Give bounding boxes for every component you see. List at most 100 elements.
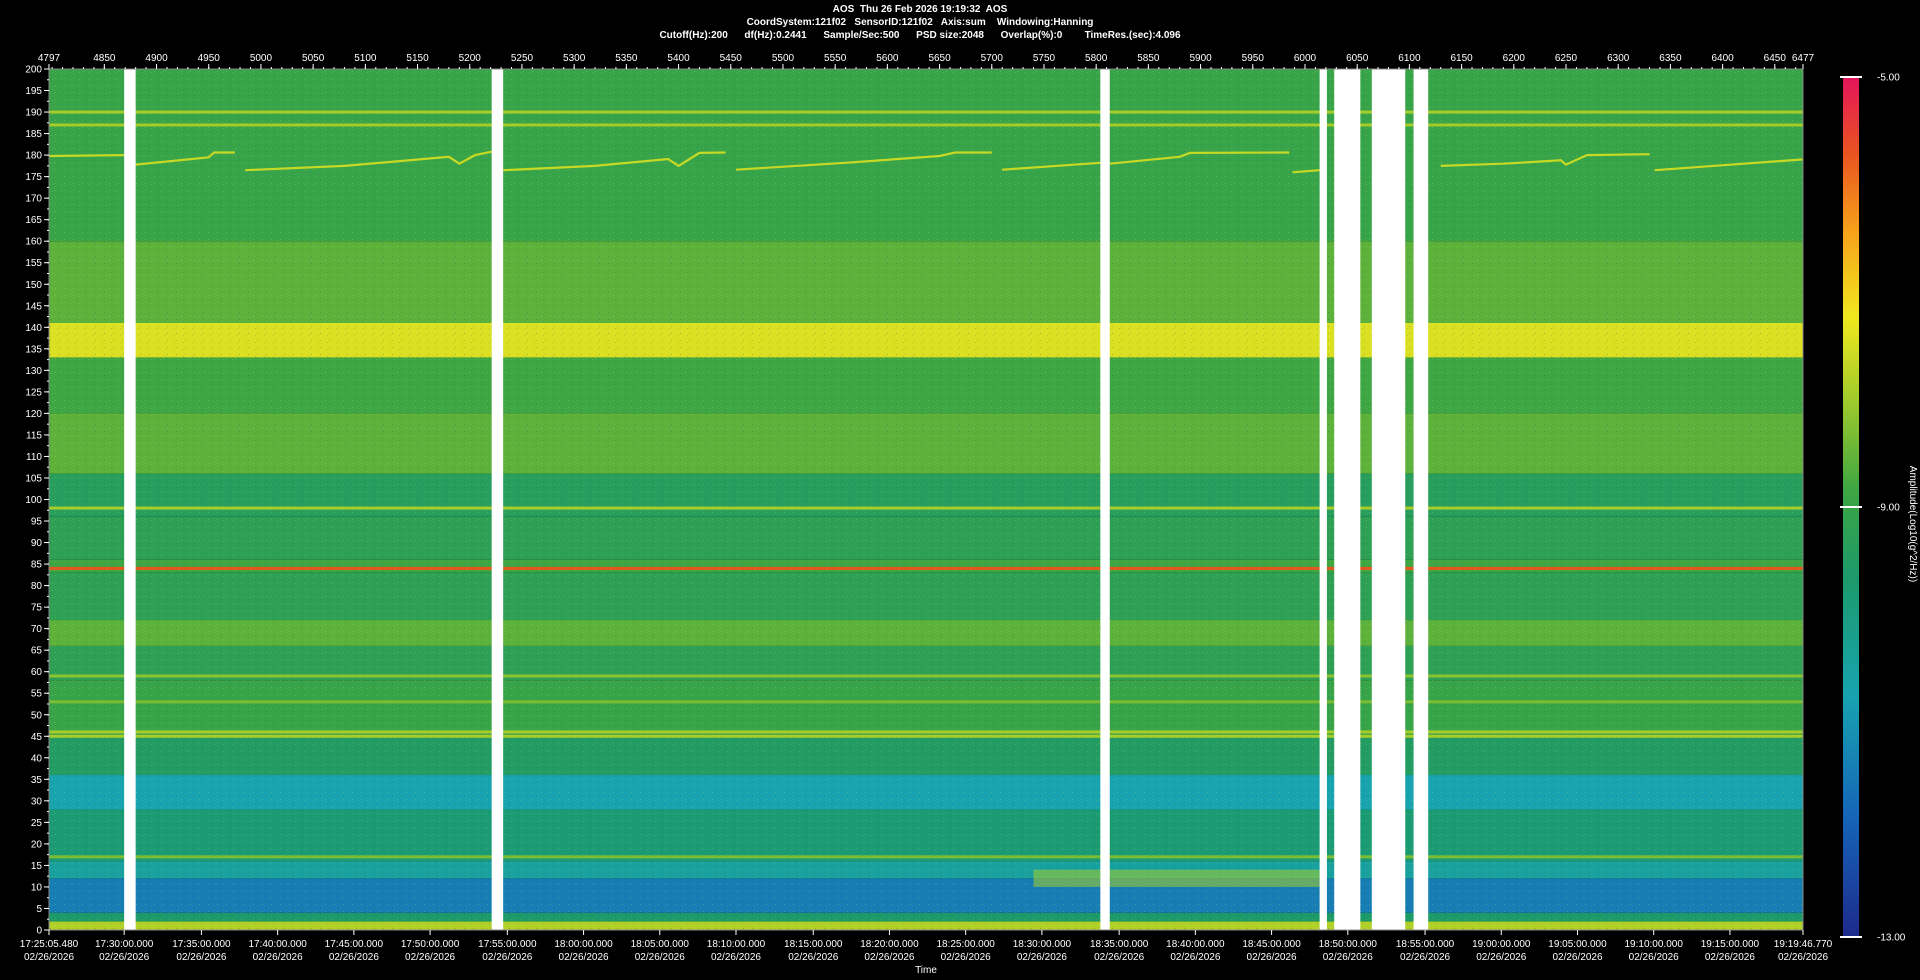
y-tick-label: 80 xyxy=(31,581,43,592)
segment-tick-label: 4950 xyxy=(198,53,221,64)
time-tick-date: 02/26/2026 xyxy=(405,952,455,963)
time-tick-label: 19:10:00.000 xyxy=(1625,939,1684,950)
time-tick-label: 18:55:00.000 xyxy=(1396,939,1455,950)
time-tick-label: 18:45:00.000 xyxy=(1242,939,1301,950)
segment-tick-label: 6350 xyxy=(1659,53,1682,64)
time-tick-label: 18:00:00.000 xyxy=(554,939,613,950)
time-tick-label: 17:55:00.000 xyxy=(478,939,537,950)
time-tick-label: 18:25:00.000 xyxy=(936,939,995,950)
segment-tick-label: 5950 xyxy=(1242,53,1265,64)
segment-tick-label: 6150 xyxy=(1450,53,1473,64)
time-tick-date: 02/26/2026 xyxy=(635,952,685,963)
segment-tick-label: 5550 xyxy=(824,53,847,64)
tone-line xyxy=(49,110,1803,114)
segment-tick-label: 5900 xyxy=(1189,53,1212,64)
time-tick-date: 02/26/2026 xyxy=(1247,952,1297,963)
segment-tick-label: 6000 xyxy=(1294,53,1317,64)
y-tick-label: 95 xyxy=(31,517,43,528)
time-tick-label: 18:15:00.000 xyxy=(784,939,843,950)
time-tick-date: 02/26/2026 xyxy=(864,952,914,963)
time-tick-date: 02/26/2026 xyxy=(559,952,609,963)
time-tick-date: 02/26/2026 xyxy=(788,952,838,963)
y-tick-label: 30 xyxy=(31,796,43,807)
drifting-tone-segment xyxy=(48,154,125,158)
time-tick-label: 18:05:00.000 xyxy=(631,939,690,950)
time-tick-date: 02/26/2026 xyxy=(253,952,303,963)
y-tick-label: 10 xyxy=(31,882,43,893)
y-tick-label: 175 xyxy=(25,172,42,183)
drifting-tone-segment xyxy=(1440,153,1650,167)
data-gap xyxy=(1371,69,1406,930)
time-tick-label: 17:45:00.000 xyxy=(325,939,384,950)
y-tick-label: 135 xyxy=(25,344,42,355)
segment-tick-label: 6050 xyxy=(1346,53,1369,64)
time-tick-date: 02/26/2026 xyxy=(1705,952,1755,963)
colorbar-tick-label: -9.00 xyxy=(1877,503,1900,514)
segment-tick-label: 4797 xyxy=(38,53,61,64)
segment-tick-label: 6100 xyxy=(1398,53,1421,64)
y-tick-label: 35 xyxy=(31,775,43,786)
time-tick-date: 02/26/2026 xyxy=(1476,952,1526,963)
segment-tick-label: 5250 xyxy=(511,53,534,64)
segment-tick-label: 6250 xyxy=(1555,53,1578,64)
time-tick-label: 18:10:00.000 xyxy=(707,939,766,950)
colorbar: -5.00 -9.00 -13.00 Amplitude(Log10(g^2/Hz)) xyxy=(1840,73,1918,944)
y-tick-label: 145 xyxy=(25,301,42,312)
segment-tick-label: 6400 xyxy=(1711,53,1734,64)
low-frequency-hump xyxy=(1033,869,1320,887)
y-tick-label: 200 xyxy=(25,65,42,76)
y-tick-label: 70 xyxy=(31,624,43,635)
y-tick-label: 25 xyxy=(31,818,43,829)
y-tick-label: 170 xyxy=(25,194,42,205)
time-tick-label: 17:35:00.000 xyxy=(172,939,231,950)
y-tick-label: 180 xyxy=(25,151,42,162)
segment-tick-label: 6450 xyxy=(1764,53,1787,64)
y-tick-label: 105 xyxy=(25,473,42,484)
time-tick-date: 02/26/2026 xyxy=(24,952,74,963)
segment-tick-label: 5650 xyxy=(928,53,951,64)
y-tick-label: 60 xyxy=(31,667,43,678)
time-tick-label: 18:20:00.000 xyxy=(860,939,919,950)
tone-line xyxy=(49,730,1803,734)
time-tick-date: 02/26/2026 xyxy=(1400,952,1450,963)
segment-tick-label: 5050 xyxy=(302,53,325,64)
y-tick-label: 45 xyxy=(31,732,43,743)
time-tick-label: 17:25:05.480 xyxy=(20,939,79,950)
time-tick-date: 02/26/2026 xyxy=(1778,952,1828,963)
segment-tick-label: 5450 xyxy=(720,53,743,64)
y-tick-label: 40 xyxy=(31,753,43,764)
y-tick-label: 120 xyxy=(25,409,42,420)
header-line-1: AOS Thu 26 Feb 2026 19:19:32 AOS xyxy=(832,4,1008,15)
data-gaps xyxy=(124,69,1429,930)
spectrogram-tones xyxy=(49,110,1803,859)
time-tick-label: 18:30:00.000 xyxy=(1013,939,1072,950)
drifting-tone-segment xyxy=(1109,151,1290,165)
time-tick-label: 19:19:46.770 xyxy=(1774,939,1833,950)
tone-line xyxy=(49,506,1803,510)
time-tick-date: 02/26/2026 xyxy=(1552,952,1602,963)
drifting-tone-segment xyxy=(503,151,726,172)
data-gap xyxy=(491,69,504,930)
segment-tick-label: 5850 xyxy=(1137,53,1160,64)
data-gap xyxy=(124,69,136,930)
tone-line xyxy=(49,566,1803,570)
time-tick-label: 18:40:00.000 xyxy=(1166,939,1225,950)
tone-line xyxy=(49,700,1803,704)
tone-line xyxy=(49,855,1803,859)
segment-tick-label: 5750 xyxy=(1033,53,1056,64)
segment-tick-label: 5200 xyxy=(459,53,482,64)
y-tick-label: 195 xyxy=(25,86,42,97)
y-tick-label: 75 xyxy=(31,603,43,614)
header-line-3: Cutoff(Hz):200 df(Hz):0.2441 Sample/Sec:… xyxy=(659,30,1181,41)
time-tick-label: 18:35:00.000 xyxy=(1090,939,1149,950)
y-axis: 2001951901851801751701651601551501451401… xyxy=(25,65,49,937)
y-tick-label: 125 xyxy=(25,387,42,398)
data-gap xyxy=(1413,69,1429,930)
colorbar-tick-label: -5.00 xyxy=(1877,73,1900,84)
time-tick-label: 19:05:00.000 xyxy=(1548,939,1607,950)
y-tick-label: 100 xyxy=(25,495,42,506)
tone-line xyxy=(49,674,1803,678)
time-tick-date: 02/26/2026 xyxy=(1323,952,1373,963)
time-axis: 17:25:05.480 02/26/2026 17:30:00.000 02/26/… xyxy=(20,930,1833,963)
y-tick-label: 155 xyxy=(25,258,42,269)
